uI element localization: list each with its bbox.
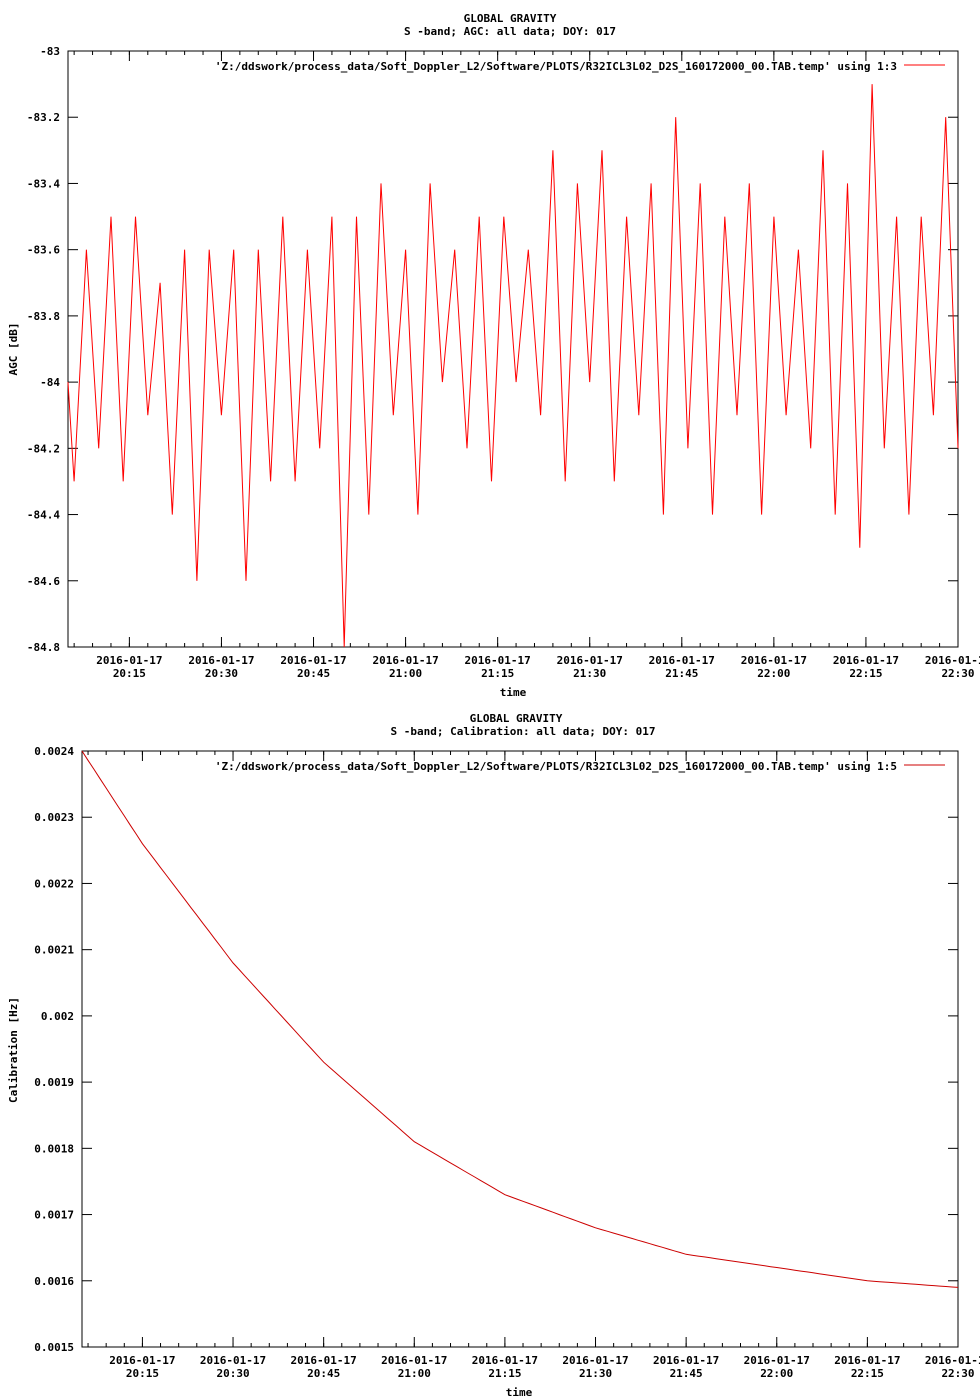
- chart-cal-series-group: [81, 750, 959, 1288]
- chart-agc-y-label: AGC [dB]: [7, 323, 20, 376]
- x-tick-label-date: 2016-01-17: [562, 1354, 628, 1367]
- y-tick-label: -84.4: [27, 509, 60, 522]
- y-tick-label: 0.0021: [34, 944, 74, 957]
- chart-agc-subtitle: S -band; AGC: all data; DOY: 017: [404, 25, 616, 38]
- chart-cal-title: GLOBAL GRAVITY: [470, 712, 563, 725]
- x-tick-label-time: 22:30: [941, 1367, 974, 1380]
- y-tick-label: -83.4: [27, 177, 60, 190]
- x-tick-label-time: 22:15: [851, 1367, 884, 1380]
- chart-cal-legend-label: 'Z:/ddswork/process_data/Soft_Doppler_L2…: [215, 760, 897, 773]
- chart-calibration: GLOBAL GRAVITY S -band; Calibration: all…: [7, 712, 980, 1399]
- x-tick-label-time: 21:30: [579, 1367, 612, 1380]
- y-tick-label: -84.2: [27, 442, 60, 455]
- x-tick-label-date: 2016-01-17: [925, 1354, 980, 1367]
- x-tick-label-time: 20:30: [205, 667, 238, 680]
- x-tick-label-date: 2016-01-17: [280, 654, 346, 667]
- x-tick-label-time: 21:15: [488, 1367, 521, 1380]
- y-tick-label: -84.6: [27, 575, 60, 588]
- x-tick-label-time: 21:15: [481, 667, 514, 680]
- y-tick-label: -84: [40, 376, 60, 389]
- chart-agc-legend-label: 'Z:/ddswork/process_data/Soft_Doppler_L2…: [215, 60, 897, 73]
- y-tick-label: 0.0024: [34, 745, 74, 758]
- x-tick-label-date: 2016-01-17: [834, 1354, 900, 1367]
- x-tick-label-time: 21:30: [573, 667, 606, 680]
- x-tick-label-date: 2016-01-17: [96, 654, 162, 667]
- x-tick-label-time: 21:00: [398, 1367, 431, 1380]
- x-tick-label-time: 21:00: [389, 667, 422, 680]
- series-line: [81, 750, 959, 1288]
- x-tick-label-date: 2016-01-17: [925, 654, 980, 667]
- y-tick-label: 0.0019: [34, 1076, 74, 1089]
- x-tick-label-time: 20:15: [126, 1367, 159, 1380]
- x-tick-label-date: 2016-01-17: [109, 1354, 175, 1367]
- y-tick-label: 0.0016: [34, 1275, 74, 1288]
- chart-agc-y-axis: -83 -83.2 -83.4 -83.6 -83.8 -84 -84.2 -84.4 -84.…: [27, 45, 958, 654]
- chart-cal-y-axis: 0.0024 0.0023 0.0022 0.0021 0.002 0.0019 0.001…: [34, 745, 958, 1354]
- chart-cal-y-label: Calibration [Hz]: [7, 997, 20, 1103]
- series-line: [67, 84, 959, 648]
- y-tick-label: -84.8: [27, 641, 60, 654]
- x-tick-label-date: 2016-01-17: [381, 1354, 447, 1367]
- x-tick-label-time: 21:45: [665, 667, 698, 680]
- chart-agc-title: GLOBAL GRAVITY: [464, 12, 557, 25]
- y-tick-label: 0.0022: [34, 877, 74, 890]
- y-tick-label: -83: [40, 45, 60, 58]
- x-tick-label-time: 22:00: [760, 1367, 793, 1380]
- x-tick-label-date: 2016-01-17: [557, 654, 623, 667]
- x-tick-label-time: 22:00: [757, 667, 790, 680]
- x-tick-label-date: 2016-01-17: [653, 1354, 719, 1367]
- y-tick-label: -83.8: [27, 310, 60, 323]
- x-tick-label-date: 2016-01-17: [291, 1354, 357, 1367]
- x-tick-label-date: 2016-01-17: [472, 1354, 538, 1367]
- y-tick-label: 0.0015: [34, 1341, 74, 1354]
- x-tick-label-date: 2016-01-17: [188, 654, 254, 667]
- chart-agc-series-group: [67, 84, 959, 648]
- x-tick-label-time: 20:30: [216, 1367, 249, 1380]
- x-tick-label-time: 21:45: [670, 1367, 703, 1380]
- y-tick-label: 0.0017: [34, 1209, 74, 1222]
- chart-agc-x-label: time: [500, 686, 527, 699]
- chart-cal-x-label: time: [506, 1386, 533, 1399]
- chart-agc-plot-frame: [67, 50, 959, 648]
- x-tick-label-date: 2016-01-17: [833, 654, 899, 667]
- chart-cal-subtitle: S -band; Calibration: all data; DOY: 017: [391, 725, 656, 738]
- x-tick-label-date: 2016-01-17: [744, 1354, 810, 1367]
- chart-cal-plot-frame: [81, 750, 959, 1348]
- chart-cal-x-axis: 2016-01-1720:152016-01-1720:302016-01-17…: [87, 751, 980, 1380]
- x-tick-label-time: 22:15: [849, 667, 882, 680]
- x-tick-label-time: 20:15: [113, 667, 146, 680]
- x-tick-label-date: 2016-01-17: [741, 654, 807, 667]
- y-tick-label: 0.0023: [34, 811, 74, 824]
- y-tick-label: -83.6: [27, 244, 60, 257]
- y-tick-label: 0.0018: [34, 1142, 74, 1155]
- x-tick-label-date: 2016-01-17: [465, 654, 531, 667]
- x-tick-label-date: 2016-01-17: [372, 654, 438, 667]
- x-tick-label-time: 20:45: [307, 1367, 340, 1380]
- chart-agc: GLOBAL GRAVITY S -band; AGC: all data; D…: [7, 12, 980, 699]
- x-tick-label-date: 2016-01-17: [200, 1354, 266, 1367]
- x-tick-label-time: 20:45: [297, 667, 330, 680]
- y-tick-label: 0.002: [41, 1010, 74, 1023]
- x-tick-label-time: 22:30: [941, 667, 974, 680]
- y-tick-label: -83.2: [27, 111, 60, 124]
- x-tick-label-date: 2016-01-17: [649, 654, 715, 667]
- chart-agc-x-axis: 2016-01-1720:152016-01-1720:302016-01-17…: [73, 51, 980, 680]
